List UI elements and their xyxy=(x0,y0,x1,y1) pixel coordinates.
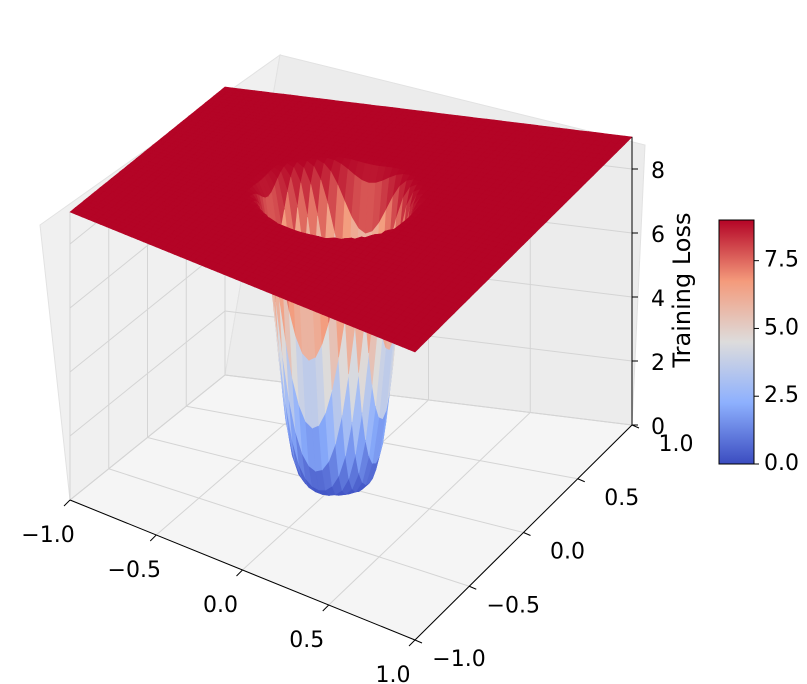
x-tick-label: −0.5 xyxy=(108,558,161,583)
z-tick-label: 0 xyxy=(651,415,665,440)
x-tick-labels: −1.0 −0.5 0.0 0.5 1.0 xyxy=(21,523,410,684)
y-tick-label: −1.0 xyxy=(432,647,485,672)
z-tick-label: 2 xyxy=(651,351,665,376)
x-tick-mark xyxy=(408,639,416,647)
z-tick-label: 6 xyxy=(651,223,665,248)
y-tick-label: 1.0 xyxy=(659,432,694,457)
x-tick-mark xyxy=(322,604,330,612)
colorbar-tick-label: 7.5 xyxy=(764,248,799,273)
x-tick-mark xyxy=(63,499,71,507)
x-tick-label: 0.0 xyxy=(203,593,238,618)
colorbar-ticks: 0.0 2.5 5.0 7.5 xyxy=(754,248,799,476)
x-tick-mark xyxy=(149,534,157,542)
x-tick-mark xyxy=(236,569,243,577)
colorbar-tick-label: 2.5 xyxy=(764,383,799,408)
wall-grid-line xyxy=(69,310,226,437)
x-tick-label: 1.0 xyxy=(376,663,411,684)
y-tick-mark xyxy=(469,585,477,590)
colorbar-tick-label: 0.0 xyxy=(764,451,799,476)
y-tick-mark xyxy=(577,478,585,483)
axes xyxy=(63,137,640,647)
colorbar-tick-label: 5.0 xyxy=(764,315,799,340)
x-tick-label: 0.5 xyxy=(289,628,324,653)
floor-grid-line xyxy=(328,412,531,606)
y-tick-mark xyxy=(414,639,423,644)
y-tick-labels: −1.0 −0.5 0.0 0.5 1.0 xyxy=(432,432,693,672)
y-tick-mark xyxy=(523,532,531,536)
z-axis-label: Training Loss xyxy=(668,213,696,369)
z-tick-label: 4 xyxy=(651,287,665,312)
colorbar: 0.0 2.5 5.0 7.5 xyxy=(718,219,799,476)
z-tick-label: 8 xyxy=(651,159,665,184)
surface-patch xyxy=(408,345,420,353)
y-tick-label: −0.5 xyxy=(487,593,540,618)
loss-surface xyxy=(69,86,633,496)
wall-grid-line xyxy=(69,374,226,501)
y-tick-label: 0.5 xyxy=(604,486,639,511)
x-tick-label: −1.0 xyxy=(21,523,74,548)
wall-grid-line xyxy=(69,246,226,373)
y-tick-label: 0.0 xyxy=(550,540,585,565)
z-tick-labels: 0 2 4 6 8 xyxy=(651,159,665,440)
colorbar-gradient xyxy=(718,219,755,465)
